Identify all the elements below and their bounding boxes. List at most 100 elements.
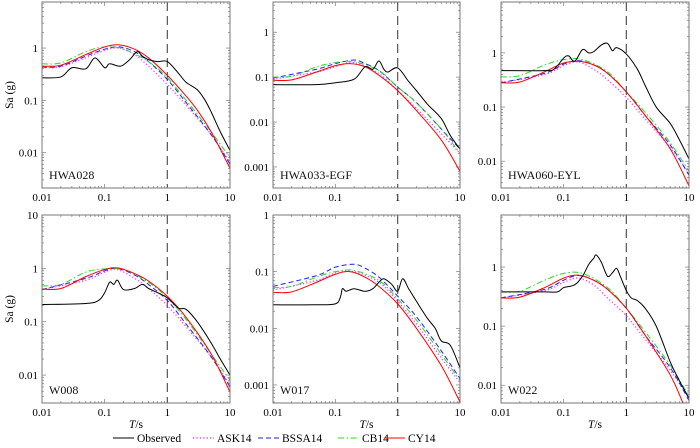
series-cb14 — [501, 271, 689, 397]
plot-frame — [272, 1, 461, 189]
x-tick-label: 0.1 — [98, 192, 112, 204]
y-tick-label: 0.1 — [255, 267, 269, 279]
chart-panel-hwa028: 0.01 0.1 1 10 0.01 0.1 1 HWA028 Sa (g) — [4, 1, 237, 204]
y-tick-label: 1 — [492, 262, 498, 274]
plot-frame — [41, 1, 231, 189]
series-cy14 — [273, 63, 460, 172]
series-observed — [273, 278, 460, 369]
x-tick-label: 10 — [225, 192, 237, 204]
y-tick-label: 1 — [492, 48, 498, 60]
series-cy14 — [273, 271, 460, 403]
x-tick-label: 10 — [455, 192, 467, 204]
series-observed — [501, 42, 689, 160]
x-tick-label: 0.01 — [263, 407, 282, 419]
x-tick-label: 10 — [225, 407, 237, 419]
y-axis-label: Sa (g) — [4, 81, 16, 109]
x-tick-label: 0.01 — [491, 192, 510, 204]
series-ask14 — [273, 61, 460, 154]
station-label: HWA033-EGF — [280, 168, 352, 182]
series-cy14 — [42, 44, 230, 169]
y-tick-label: 0.01 — [478, 156, 497, 168]
legend-label: ASK14 — [217, 433, 252, 445]
legend-item-bssa14: BSSA14 — [258, 433, 323, 445]
y-tick-label: 0.01 — [250, 117, 269, 129]
y-tick-label: 0.1 — [24, 95, 38, 107]
series-observed — [273, 60, 460, 150]
legend-label: BSSA14 — [282, 433, 323, 445]
chart-panel-w022: 0.01 0.1 1 10 0.01 0.1 1 W022 T/s — [478, 214, 696, 431]
y-tick-label: 0.001 — [244, 380, 269, 392]
station-label: HWA028 — [49, 168, 94, 182]
series-ask14 — [273, 270, 460, 383]
plot-frame — [41, 214, 231, 404]
x-tick-label: 10 — [684, 407, 696, 419]
y-tick-label: 0.1 — [483, 102, 497, 114]
y-tick-label: 0.01 — [19, 370, 38, 382]
y-tick-label: 0.001 — [244, 162, 269, 174]
legend-item-cy14: CY14 — [384, 433, 436, 445]
y-tick-label: 1 — [33, 263, 39, 275]
x-tick-label: 0.01 — [32, 407, 51, 419]
x-tick-label: 0.01 — [263, 192, 282, 204]
series-cy14 — [42, 267, 230, 393]
series-cb14 — [501, 58, 689, 172]
series-observed — [501, 254, 689, 399]
x-tick-label: 1 — [395, 192, 401, 204]
series-ask14 — [501, 61, 689, 174]
series-cy14 — [501, 60, 689, 187]
series-bssa14 — [42, 46, 230, 165]
chart-panel-hwa033-egf: 0.01 0.1 1 10 0.001 0.01 0.1 1 HWA033-EGF — [244, 1, 467, 204]
y-tick-label: 1 — [264, 27, 270, 39]
x-tick-label: 0.1 — [557, 407, 571, 419]
series-cy14 — [501, 274, 684, 403]
y-tick-label: 0.01 — [19, 148, 38, 160]
series-observed — [42, 279, 230, 376]
series-observed — [42, 51, 230, 151]
series-ask14 — [501, 277, 689, 399]
x-tick-label: 1 — [624, 192, 630, 204]
chart-panel-w008: 0.01 0.1 1 10 0.01 0.1 1 10 W008 Sa (g) T/s — [4, 210, 236, 431]
x-tick-label: 0.1 — [98, 407, 112, 419]
y-tick-label: 0.1 — [24, 317, 38, 329]
y-tick-label: 0.01 — [478, 380, 497, 392]
x-axis-label: T/s — [129, 419, 144, 431]
plot-frame — [500, 214, 690, 404]
legend-label: Observed — [137, 433, 181, 445]
series-bssa14 — [501, 60, 689, 176]
x-axis-label: T/s — [359, 419, 374, 431]
y-tick-label: 0.1 — [255, 72, 269, 84]
series-cb14 — [273, 269, 460, 381]
series-ask14 — [42, 268, 230, 386]
plot-frame — [500, 1, 690, 189]
y-tick-label: 1 — [264, 210, 270, 222]
legend-label: CY14 — [408, 433, 436, 445]
station-label: W017 — [280, 383, 309, 397]
y-tick-label: 10 — [27, 210, 39, 222]
y-tick-label: 0.1 — [483, 321, 497, 333]
x-tick-label: 10 — [684, 192, 696, 204]
x-tick-label: 1 — [165, 192, 171, 204]
x-tick-label: 1 — [624, 407, 630, 419]
series-ask14 — [42, 47, 230, 163]
legend-label: CB14 — [362, 433, 389, 445]
x-tick-label: 0.1 — [328, 192, 342, 204]
station-label: W022 — [508, 383, 537, 397]
y-tick-label: 0.01 — [250, 323, 269, 335]
x-tick-label: 10 — [455, 407, 467, 419]
plot-frame — [272, 214, 461, 404]
station-label: HWA060-EYL — [508, 168, 581, 182]
x-tick-label: 0.1 — [557, 192, 571, 204]
legend-item-observed: Observed — [113, 433, 181, 445]
x-axis-label: T/s — [588, 419, 603, 431]
y-axis-label: Sa (g) — [4, 295, 16, 323]
series-bssa14 — [42, 267, 230, 388]
y-tick-label: 1 — [33, 43, 39, 55]
chart-panel-hwa060-eyl: 0.01 0.1 1 10 0.01 0.1 1 HWA060-EYL — [478, 1, 696, 204]
series-bssa14 — [273, 263, 460, 379]
legend-item-ask14: ASK14 — [193, 433, 252, 445]
legend: Observed ASK14 BSSA14 CB14 CY14 — [113, 433, 436, 445]
x-tick-label: 0.1 — [328, 407, 342, 419]
chart-panel-w017: 0.01 0.1 1 10 0.001 0.01 0.1 1 W017 T/s — [244, 210, 466, 431]
x-tick-label: 0.01 — [491, 407, 510, 419]
